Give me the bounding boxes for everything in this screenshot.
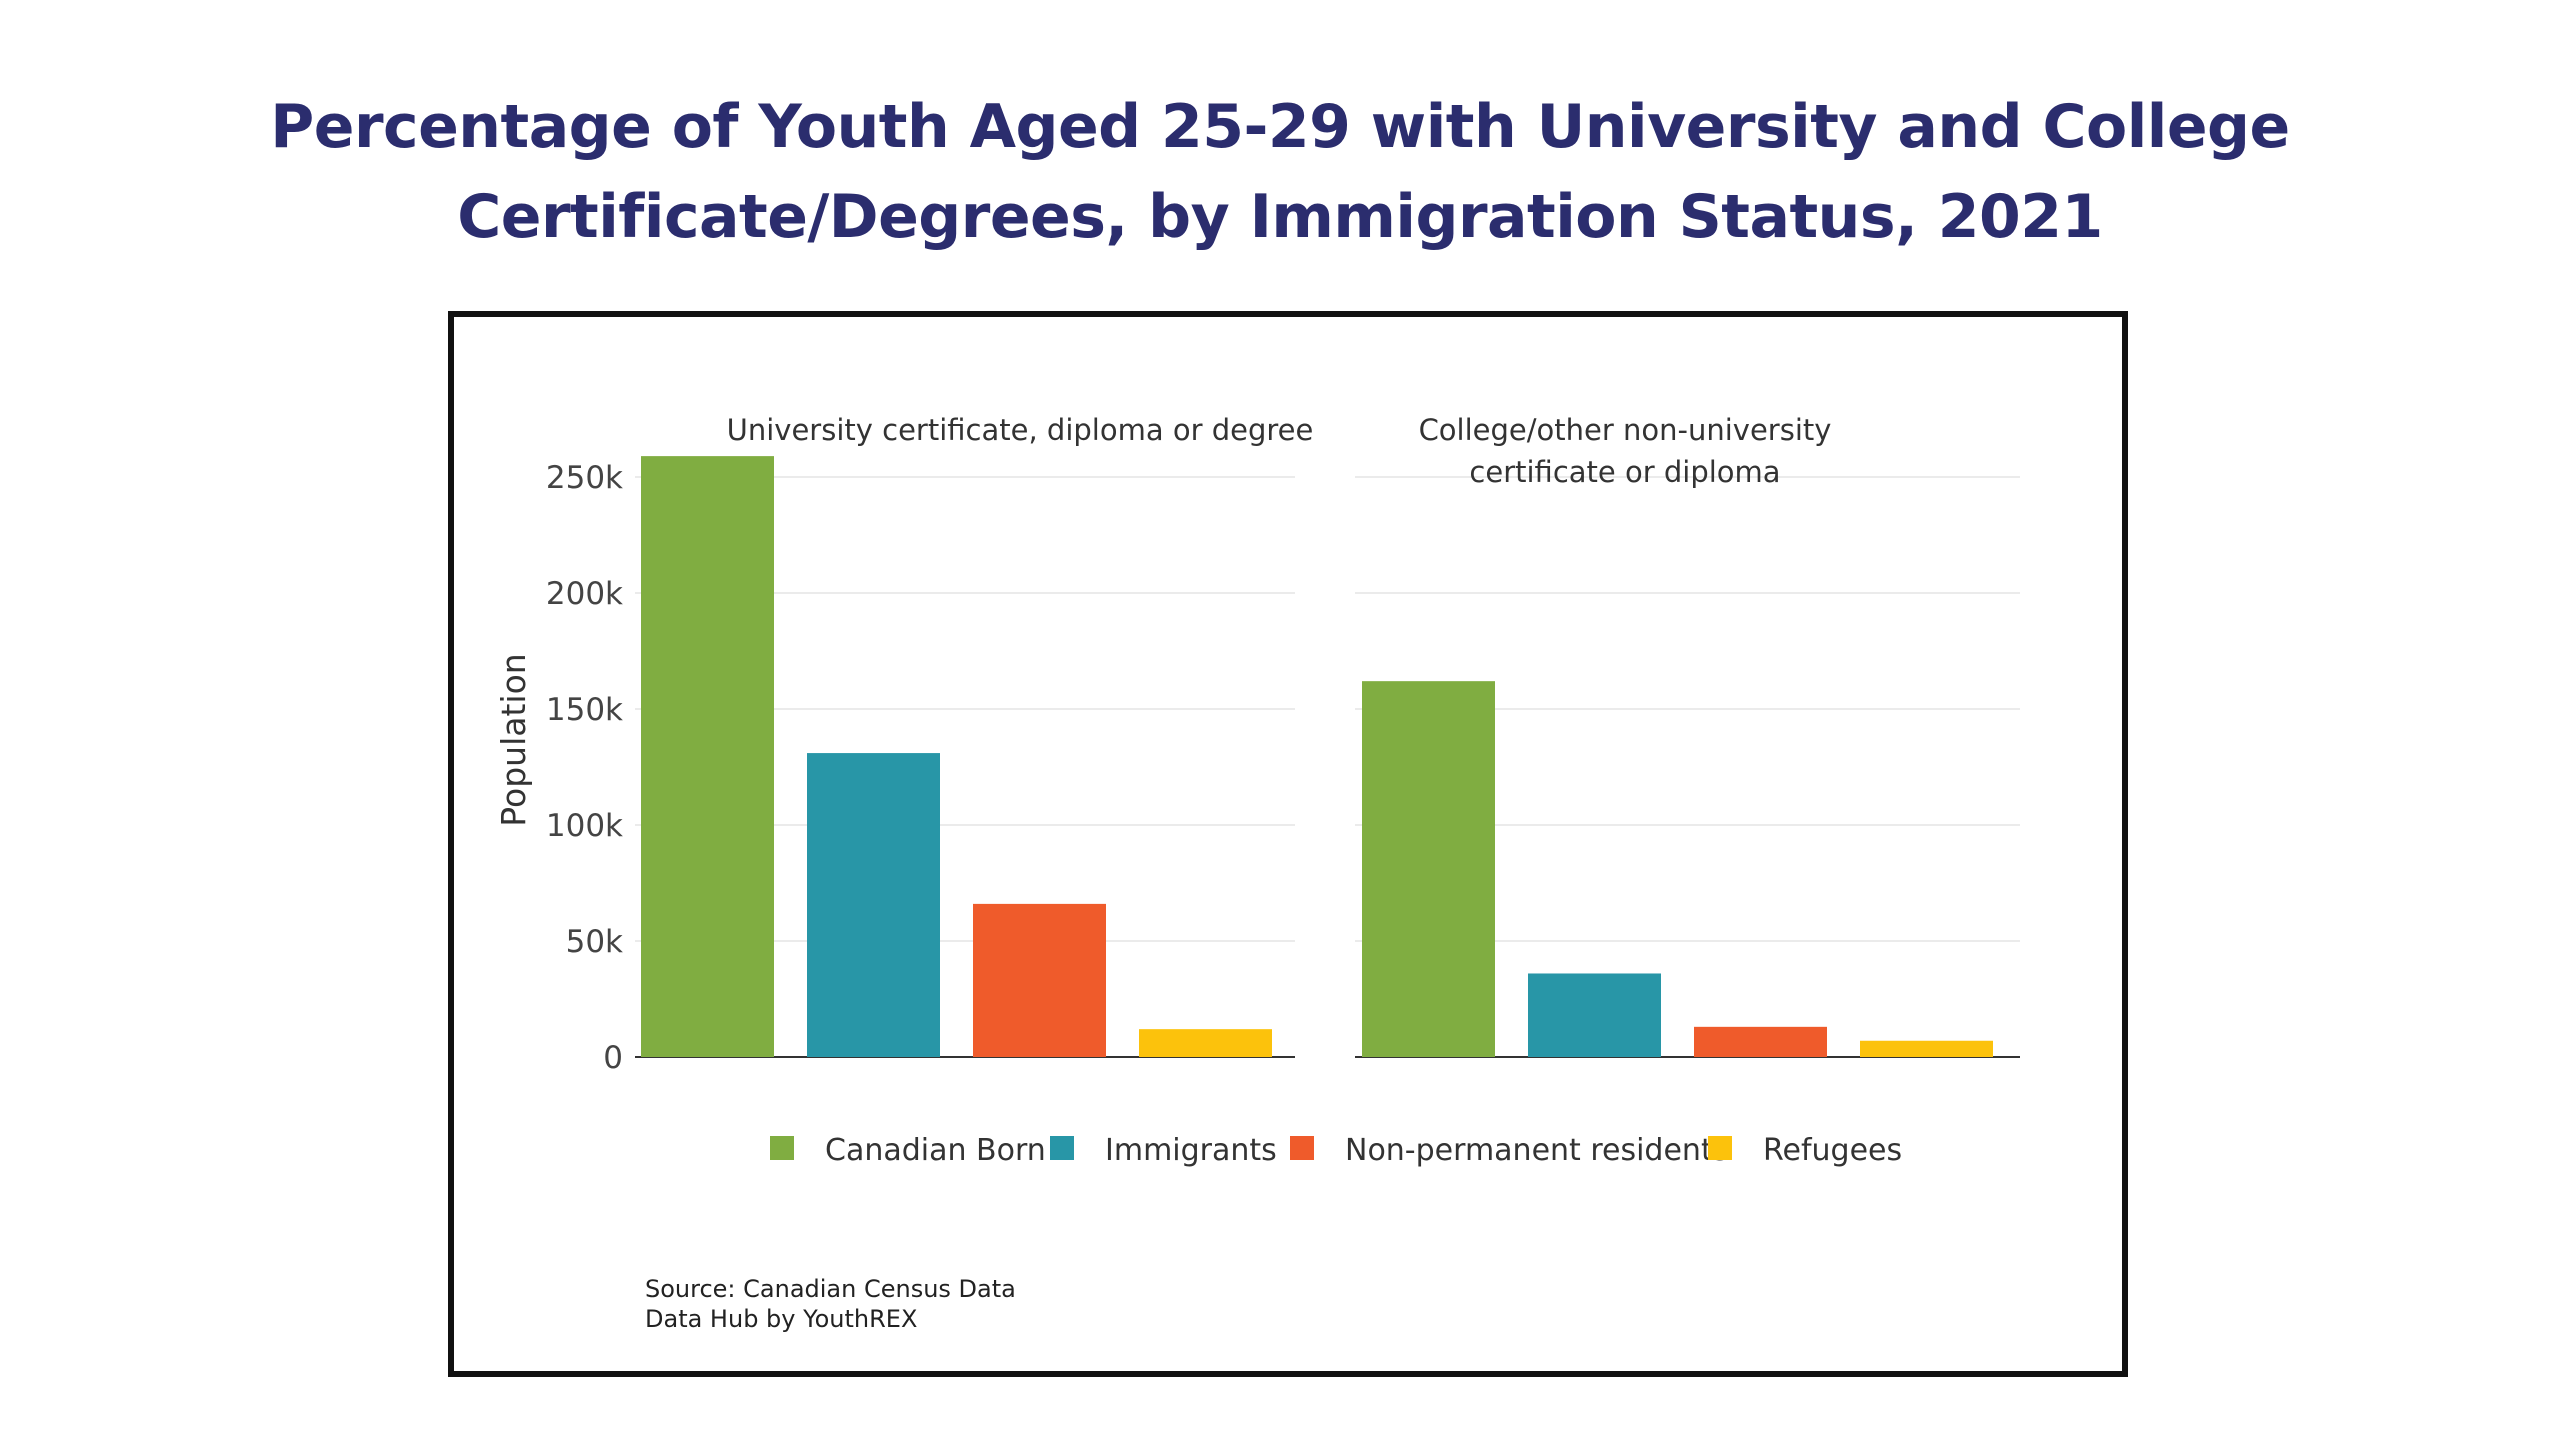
source-line-2: Data Hub by YouthREX xyxy=(645,1305,918,1333)
panel-title-university: University certificate, diploma or degre… xyxy=(727,413,1314,447)
y-tick-label: 200k xyxy=(546,576,623,612)
legend-swatch xyxy=(770,1136,794,1160)
y-axis-label: Population xyxy=(494,653,533,826)
bar-college-refugees xyxy=(1860,1040,1993,1057)
legend-label: Immigrants xyxy=(1105,1133,1277,1168)
bar-college-immigrants xyxy=(1528,973,1661,1057)
title-line-1: Percentage of Youth Aged 25-29 with Univ… xyxy=(270,92,2290,162)
legend-label: Refugees xyxy=(1763,1133,1902,1168)
y-tick-label: 100k xyxy=(546,808,623,844)
y-tick-label: 250k xyxy=(546,460,623,496)
panel-title-college-line-1: College/other non-university xyxy=(1419,413,1832,447)
bar-university-non-permanent-residents xyxy=(973,903,1106,1057)
bar-university-refugees xyxy=(1139,1029,1272,1057)
panel-title-college-line-2: certificate or diploma xyxy=(1469,455,1780,489)
source-line-1: Source: Canadian Census Data xyxy=(645,1275,1016,1303)
legend-swatch xyxy=(1708,1136,1732,1160)
bar-university-immigrants xyxy=(807,753,940,1057)
bar-university-canadian-born xyxy=(641,456,774,1057)
source-note: Source: Canadian Census Data Data Hub by… xyxy=(645,1274,1016,1334)
y-tick-label: 0 xyxy=(603,1040,623,1076)
y-tick-label: 150k xyxy=(546,692,623,728)
legend-label: Canadian Born xyxy=(825,1133,1046,1168)
bar-college-canadian-born xyxy=(1362,681,1495,1057)
legend-swatch xyxy=(1050,1136,1074,1160)
chart-title: Percentage of Youth Aged 25-29 with Univ… xyxy=(0,82,2560,262)
title-line-2: Certificate/Degrees, by Immigration Stat… xyxy=(457,182,2103,252)
legend-swatch xyxy=(1290,1136,1314,1160)
bar-college-non-permanent-residents xyxy=(1694,1026,1827,1057)
legend-label: Non-permanent residents xyxy=(1345,1133,1728,1168)
y-tick-label: 50k xyxy=(566,924,623,960)
